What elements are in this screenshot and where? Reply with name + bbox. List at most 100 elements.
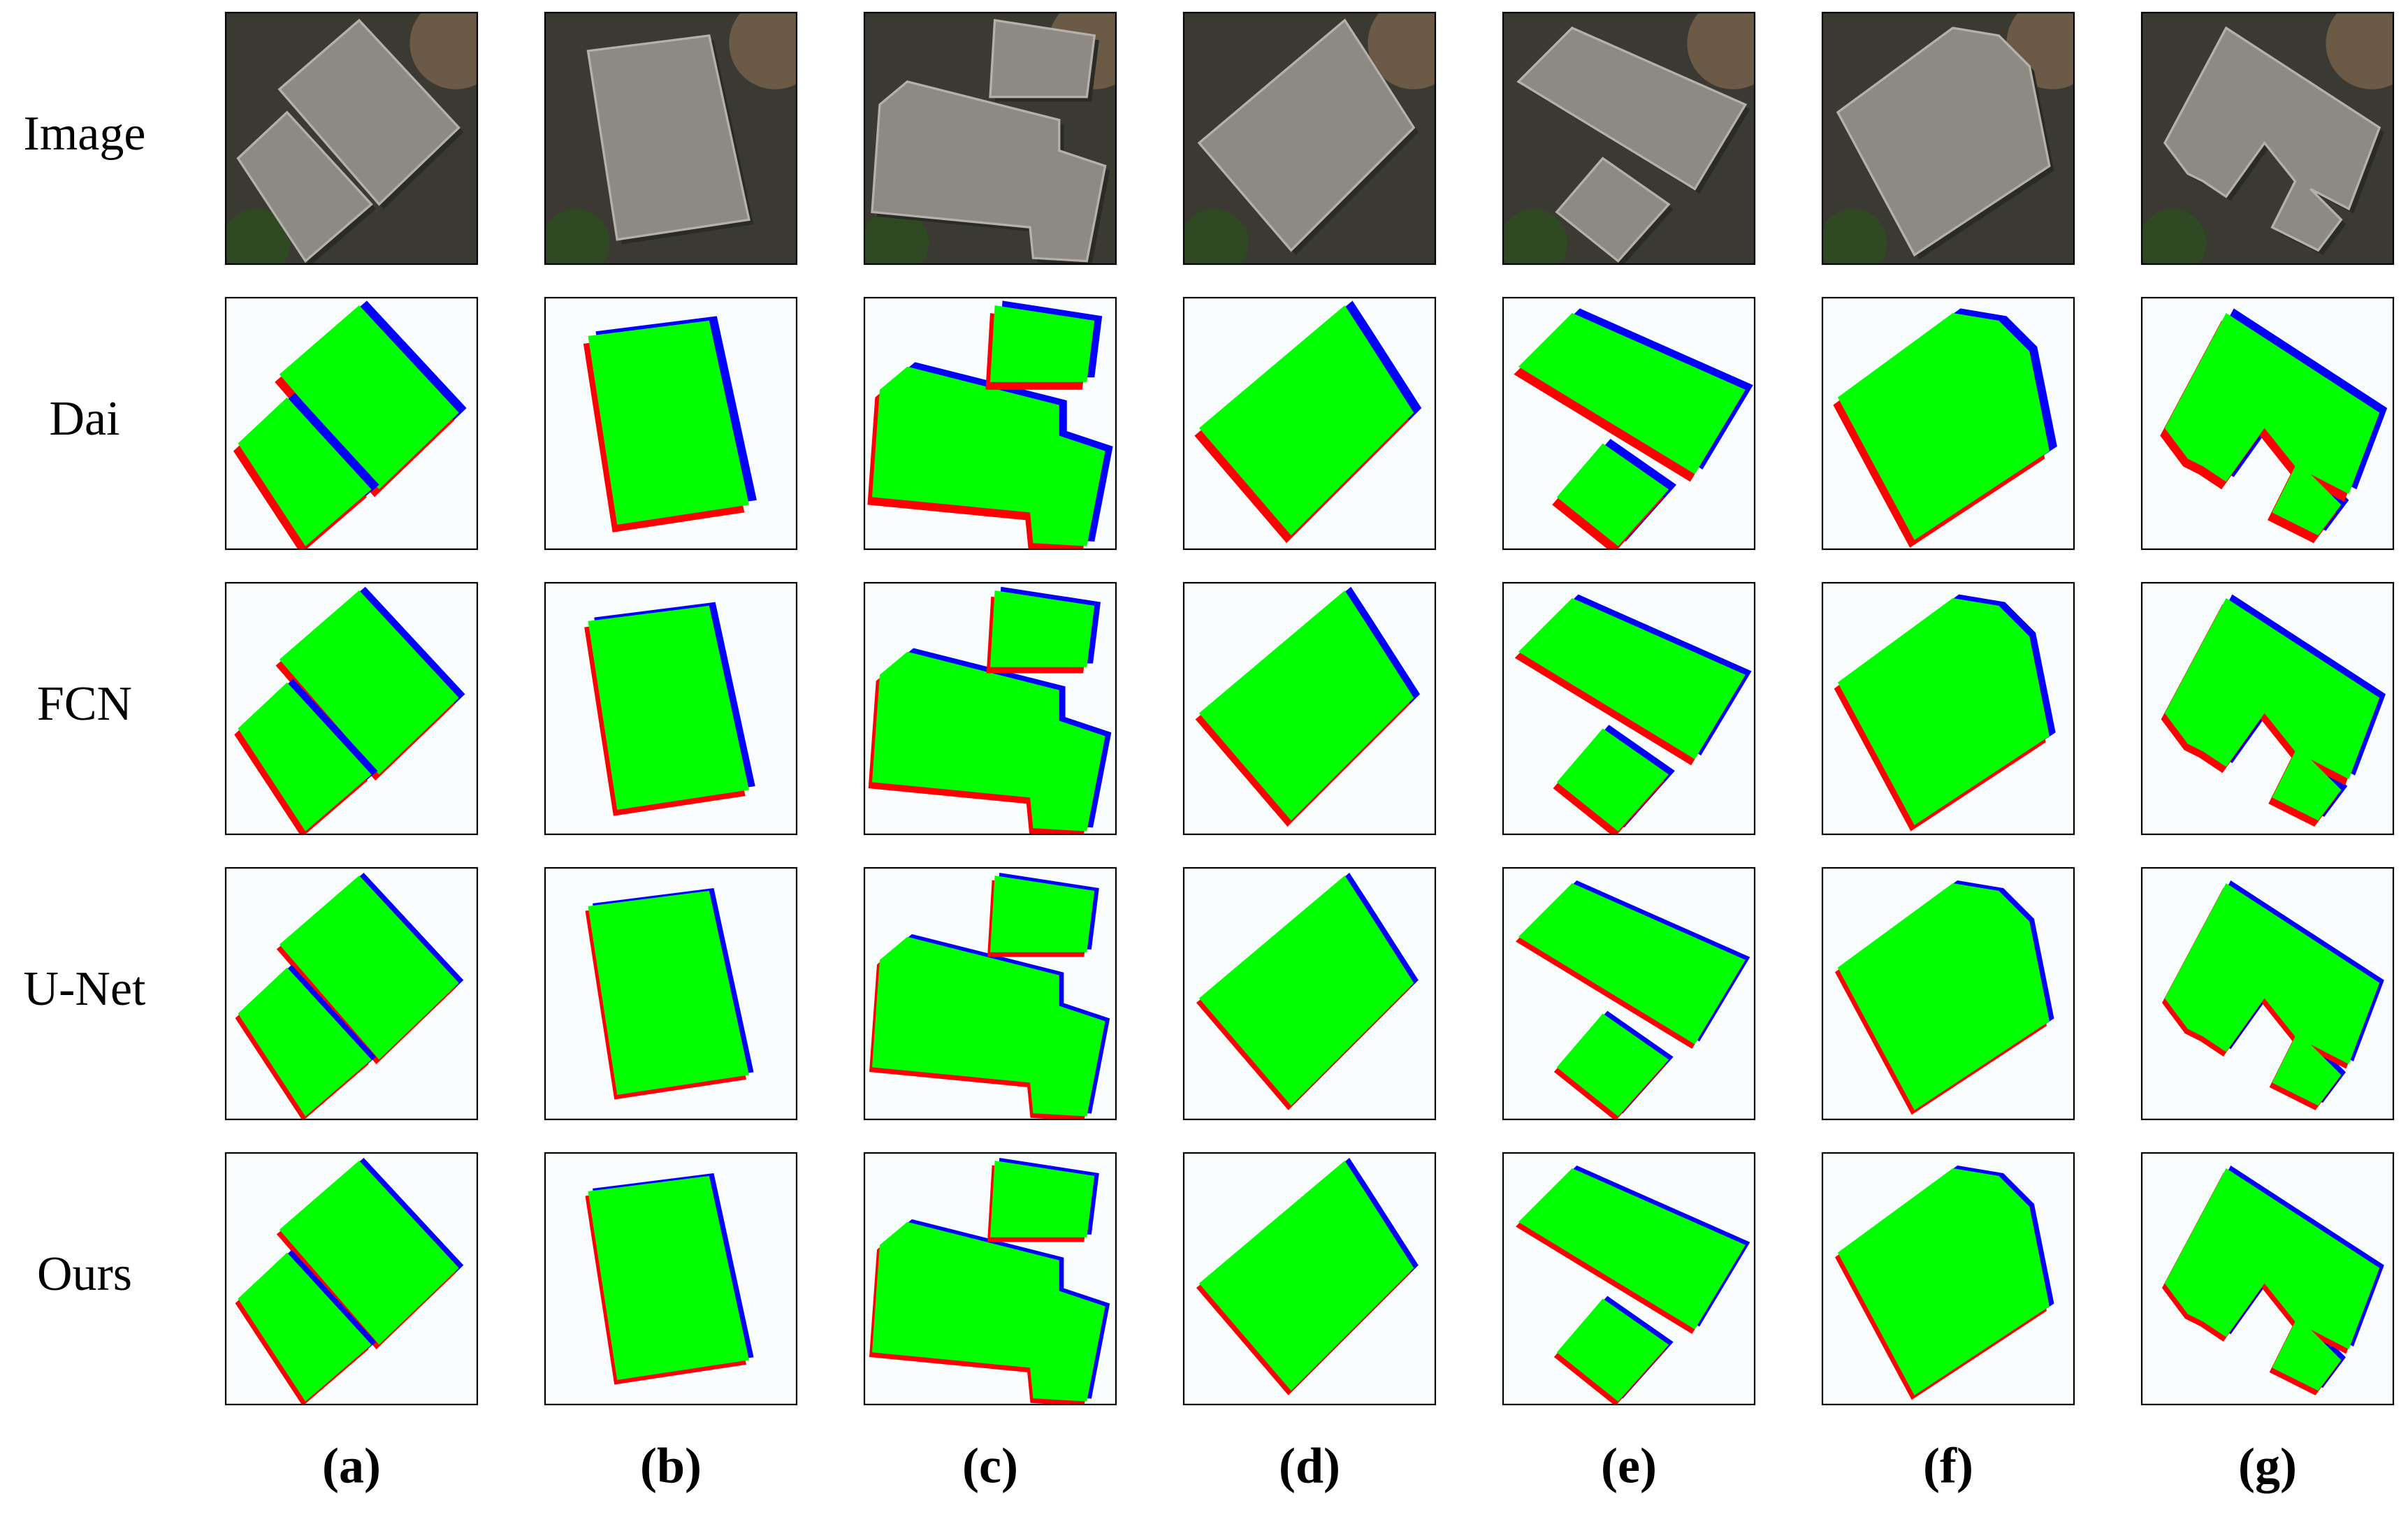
- panel: [1502, 581, 1756, 836]
- correct-area: [279, 590, 459, 775]
- panel: [863, 866, 1117, 1121]
- panel-border: [1502, 581, 1756, 836]
- panel-content: [545, 298, 797, 549]
- panel-content: [2142, 583, 2393, 834]
- ground: [409, 13, 478, 89]
- tree: [2142, 208, 2207, 265]
- panel-content: [1184, 13, 1436, 265]
- correct-area: [588, 605, 749, 810]
- panel-content: [1503, 583, 1755, 835]
- panel-content: [1503, 298, 1755, 550]
- ground: [2326, 13, 2394, 89]
- panel-content: [226, 583, 477, 835]
- panel-border: [1502, 1152, 1756, 1406]
- panel-content: [864, 1153, 1116, 1405]
- correct-area: [871, 936, 1105, 1117]
- panel-border: [224, 11, 479, 266]
- correct-area: [1556, 728, 1669, 832]
- panel: [1182, 581, 1437, 836]
- panel-border: [1821, 866, 2075, 1121]
- panel: [2140, 581, 2395, 836]
- row-label: Dai: [49, 392, 119, 446]
- correct-area: [1518, 312, 1746, 474]
- panel: [1821, 581, 2075, 836]
- panel-border: [224, 581, 479, 836]
- panel: [1502, 296, 1756, 551]
- panel-border: [1821, 1152, 2075, 1406]
- panel-border: [1821, 296, 2075, 551]
- correct-area: [1518, 883, 1746, 1045]
- ground: [1368, 13, 1436, 89]
- panel-border: [1502, 296, 1756, 551]
- correct-area: [1198, 1160, 1414, 1391]
- panel: [2140, 866, 2395, 1121]
- panel-border: [224, 1152, 479, 1406]
- panel-content: [226, 298, 477, 550]
- panel-border: [544, 11, 798, 266]
- panel-content: [2142, 868, 2393, 1119]
- panel-content: [1822, 583, 2074, 834]
- tree: [1503, 208, 1568, 265]
- roof: [1197, 18, 1416, 252]
- correct-area: [238, 397, 372, 546]
- panel-border: [2140, 1152, 2395, 1406]
- tree: [1184, 208, 1249, 265]
- panel-border: [1182, 296, 1437, 551]
- panel: [544, 581, 798, 836]
- panel-content: [864, 13, 1117, 265]
- panel: [1821, 11, 2075, 266]
- panel-border: [1502, 11, 1756, 266]
- panel: [863, 581, 1117, 836]
- ground: [729, 13, 797, 89]
- column-label: (b): [640, 1438, 702, 1494]
- panel-border: [863, 296, 1117, 551]
- panel-border: [2140, 581, 2395, 836]
- correct-area: [871, 1221, 1105, 1402]
- panel-border: [544, 1152, 798, 1406]
- correct-area: [588, 890, 749, 1095]
- correct-area: [238, 682, 372, 832]
- ground: [1687, 13, 1755, 89]
- panel: [863, 1152, 1117, 1406]
- panel: [1182, 866, 1437, 1121]
- roof: [1836, 27, 2051, 257]
- panel-border: [1182, 1152, 1437, 1406]
- panel-content: [1503, 13, 1755, 265]
- correct-area: [1837, 597, 2050, 825]
- panel-border: [1821, 11, 2075, 266]
- panel-border: [863, 581, 1117, 836]
- panel: [544, 866, 798, 1121]
- panel-border: [1502, 866, 1756, 1121]
- panel: [1182, 11, 1437, 266]
- row-label: Image: [24, 107, 146, 161]
- panel: [224, 866, 479, 1121]
- panel: [224, 581, 479, 836]
- correct-area: [1518, 1168, 1746, 1330]
- panel-border: [224, 866, 479, 1121]
- panel-content: [1184, 1153, 1435, 1405]
- row-label: FCN: [37, 677, 132, 731]
- panel-content: [1822, 1153, 2074, 1405]
- panel-content: [1822, 298, 2074, 549]
- correct-area: [990, 590, 1095, 667]
- tree: [226, 208, 291, 265]
- correct-area: [588, 1175, 749, 1380]
- panel: [224, 296, 479, 551]
- correct-area: [2164, 312, 2380, 536]
- correct-area: [279, 305, 459, 490]
- column-label: (c): [962, 1438, 1018, 1494]
- panel-content: [545, 868, 797, 1119]
- panel: [2140, 11, 2395, 266]
- panel-border: [863, 11, 1117, 266]
- panel-content: [2142, 1153, 2393, 1405]
- roof: [1516, 26, 1748, 191]
- panel-border: [544, 866, 798, 1121]
- panel-content: [226, 868, 477, 1120]
- panel-border: [2140, 296, 2395, 551]
- panel-content: [545, 1153, 797, 1405]
- roof: [989, 19, 1096, 99]
- panel-border: [863, 866, 1117, 1121]
- correct-area: [1556, 443, 1669, 546]
